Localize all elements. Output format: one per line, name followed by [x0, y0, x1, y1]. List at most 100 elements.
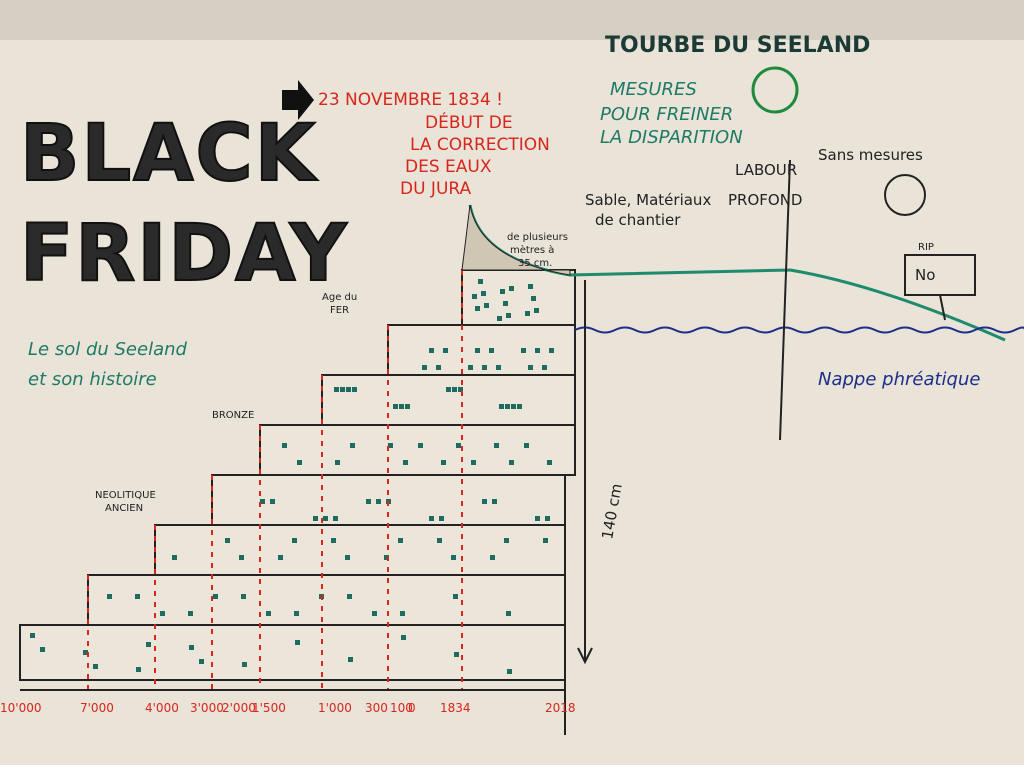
label: BLACK	[20, 109, 318, 199]
stone	[429, 348, 434, 353]
stone	[172, 555, 177, 560]
stone	[468, 365, 473, 370]
label: et son histoire	[28, 369, 157, 390]
stone	[189, 645, 194, 650]
soil-layer	[259, 424, 576, 476]
label: No	[915, 266, 935, 284]
label: DÉBUT DE	[425, 111, 513, 133]
stone	[511, 404, 516, 409]
stone	[188, 611, 193, 616]
stone	[517, 404, 522, 409]
label: LABOUR	[735, 161, 797, 179]
timeline-label: 1'500	[252, 701, 286, 715]
stone	[241, 594, 246, 599]
stone	[400, 611, 405, 616]
stone	[542, 365, 547, 370]
soil-layer	[87, 574, 566, 626]
stone	[492, 499, 497, 504]
stone	[418, 443, 423, 448]
stone	[458, 387, 463, 392]
stone	[506, 313, 511, 318]
timeline-label: 4'000	[145, 701, 179, 715]
stone	[443, 348, 448, 353]
black-arrow	[282, 80, 314, 120]
stone	[242, 662, 247, 667]
stone	[346, 387, 351, 392]
label: 35 cm.	[518, 258, 552, 269]
label: Sable, Matériaux	[585, 191, 711, 209]
stone	[545, 516, 550, 521]
stone	[146, 642, 151, 647]
stone	[528, 284, 533, 289]
stone	[475, 348, 480, 353]
stone	[497, 316, 502, 321]
timeline-label: 7'000	[80, 701, 114, 715]
stone	[494, 443, 499, 448]
stone	[456, 443, 461, 448]
stone	[535, 516, 540, 521]
stone	[399, 404, 404, 409]
timeline-label: 2018	[545, 701, 576, 715]
stone	[525, 311, 530, 316]
stone	[484, 303, 489, 308]
stone	[350, 443, 355, 448]
stone	[313, 516, 318, 521]
stone	[549, 348, 554, 353]
stone	[521, 348, 526, 353]
stone	[472, 294, 477, 299]
label: mètres à	[510, 244, 554, 256]
stone	[282, 443, 287, 448]
stone	[422, 365, 427, 370]
label: LA CORRECTION	[410, 135, 550, 155]
stone	[348, 657, 353, 662]
label: Le sol du Seeland	[28, 339, 188, 360]
label: POUR FREINER	[600, 104, 733, 125]
stone	[481, 291, 486, 296]
stone	[528, 365, 533, 370]
soil-layer	[461, 269, 576, 326]
stone	[278, 555, 283, 560]
label: NEOLITIQUE	[95, 490, 156, 501]
label: ANCIEN	[105, 503, 143, 514]
stone	[295, 640, 300, 645]
stone	[534, 308, 539, 313]
stone	[239, 555, 244, 560]
groundwater	[574, 326, 1024, 334]
stone	[489, 348, 494, 353]
stone	[505, 404, 510, 409]
stone	[503, 301, 508, 306]
peat-fill	[461, 204, 571, 276]
stone	[478, 279, 483, 284]
stone	[437, 538, 442, 543]
label: DU JURA	[400, 179, 472, 199]
label: Age du	[322, 292, 357, 303]
stone	[334, 387, 339, 392]
depth-arrowhead	[577, 647, 593, 665]
stone	[323, 516, 328, 521]
stone	[30, 633, 35, 638]
stone	[506, 611, 511, 616]
stone	[543, 538, 548, 543]
label: LA DISPARITION	[600, 127, 743, 148]
stone	[213, 594, 218, 599]
label: MESURES	[610, 79, 697, 100]
stone	[107, 594, 112, 599]
timeline-label: 3'000	[190, 701, 224, 715]
stone	[40, 647, 45, 652]
stone	[475, 306, 480, 311]
soil-layer	[19, 624, 566, 681]
stone	[524, 443, 529, 448]
stone	[388, 443, 393, 448]
label: FRIDAY	[20, 209, 349, 299]
stone	[266, 611, 271, 616]
label: DES EAUX	[405, 157, 492, 177]
stone	[340, 387, 345, 392]
label: de chantier	[595, 211, 681, 229]
label: PROFOND	[728, 191, 802, 209]
stone	[333, 516, 338, 521]
stone	[499, 404, 504, 409]
stone	[335, 460, 340, 465]
soil-layer	[321, 374, 576, 426]
label: de plusieurs	[507, 232, 568, 243]
